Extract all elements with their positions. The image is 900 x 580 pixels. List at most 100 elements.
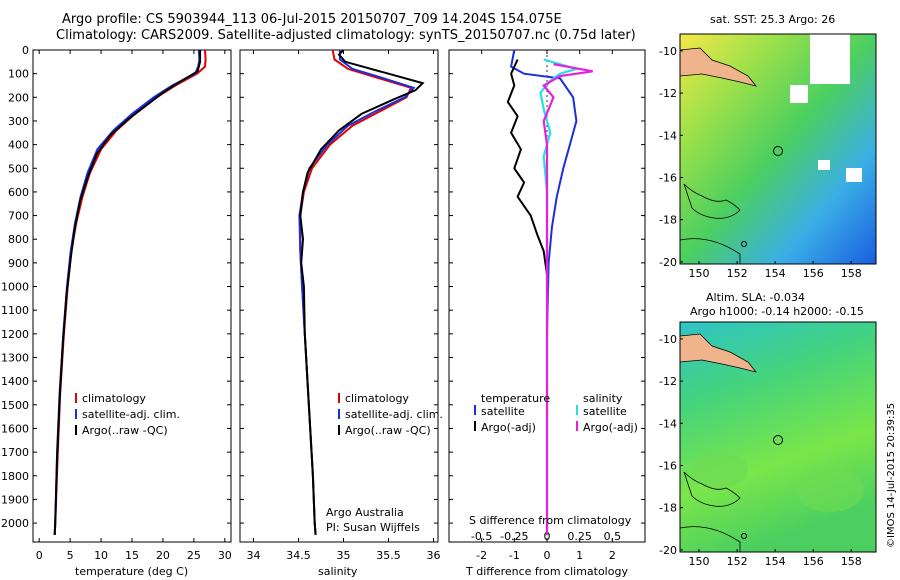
x-tick-label: 30 — [218, 549, 232, 562]
depth-tick-label: 1800 — [1, 470, 29, 483]
sal-legend-clim: climatology — [345, 392, 409, 405]
salinity-panel-frame — [239, 49, 439, 543]
sst-map: sat. SST: 25.3 Argo: 26 150 152 154 156 158 -… — [659, 13, 877, 280]
x-tick-label: 34 — [247, 549, 261, 562]
map-y-tick-label: -20 — [659, 544, 677, 557]
plot-title-line1: Argo profile: CS 5903944_113 06-Jul-2015… — [62, 12, 562, 27]
argo-australia-label: Argo Australia — [326, 506, 404, 519]
sal-legend-argo: Argo(..raw -QC) — [345, 424, 431, 437]
x-tick-label: 2 — [609, 549, 616, 562]
depth-tick-label: 600 — [8, 186, 29, 199]
x-tick-label: -2 — [476, 549, 487, 562]
map-x-tick-label: 158 — [841, 555, 862, 568]
map-y-tick-label: -10 — [659, 45, 677, 58]
depth-tick-label: 0 — [22, 44, 29, 57]
diff-legend-s-sat: satellite — [583, 405, 627, 418]
map-y-tick-label: -16 — [659, 459, 677, 472]
depth-tick-label: 1000 — [1, 281, 29, 294]
depth-tick-label: 400 — [8, 139, 29, 152]
imos-timestamp: ©IMOS 14-Jul-2015 20:39:35 — [886, 403, 897, 548]
depth-tick-label: 2000 — [1, 517, 29, 530]
salinity-axis-label: salinity — [318, 565, 358, 578]
map-x-tick-label: 152 — [727, 267, 748, 280]
series-line-satellite — [539, 58, 581, 535]
depth-tick-label: 1600 — [1, 422, 29, 435]
x-tick-label: 15 — [125, 549, 139, 562]
sla-map: Altim. SLA: -0.034 Argo h1000: -0.14 h20… — [659, 291, 877, 568]
salinity-legend: climatology satellite-adj. clim. Argo(..… — [338, 392, 443, 437]
depth-tick-label: 100 — [8, 68, 29, 81]
map-y-tick-label: -12 — [659, 375, 677, 388]
map-x-tick-label: 152 — [727, 555, 748, 568]
x-tick-label: -1 — [509, 549, 520, 562]
map-y-tick-label: -14 — [659, 417, 677, 430]
map-x-tick-label: 154 — [765, 267, 786, 280]
diff-legend-t-argo: Argo(-adj) — [481, 421, 536, 434]
top-tick-label: 0.5 — [604, 530, 622, 543]
temperature-axis-label: temperature (deg C) — [75, 565, 188, 578]
map-y-tick-label: -12 — [659, 87, 677, 100]
depth-tick-label: 1400 — [1, 375, 29, 388]
s-difference-axis-label: S difference from climatology — [469, 514, 632, 527]
x-tick-label: 34.5 — [286, 549, 311, 562]
top-tick-label: -0.5 — [471, 530, 492, 543]
sst-map-title: sat. SST: 25.3 Argo: 26 — [710, 13, 835, 26]
map-y-tick-label: -18 — [659, 214, 677, 227]
difference-legend: temperature salinity satellite Argo(-adj… — [474, 392, 638, 434]
x-tick-label: 5 — [67, 549, 74, 562]
x-tick-label: 1 — [576, 549, 583, 562]
depth-tick-label: 1500 — [1, 399, 29, 412]
x-tick-label: 10 — [94, 549, 108, 562]
series-line-argorawqc — [299, 49, 425, 535]
x-tick-label: 35.5 — [376, 549, 401, 562]
depth-tick-label: 900 — [8, 257, 29, 270]
x-tick-label: 25 — [187, 549, 201, 562]
x-tick-label: 35 — [337, 549, 351, 562]
depth-tick-label: 1700 — [1, 446, 29, 459]
map-x-tick-label: 150 — [689, 267, 710, 280]
temp-legend-argo: Argo(..raw -QC) — [82, 424, 168, 437]
depth-tick-label: 800 — [8, 233, 29, 246]
depth-tick-label: 700 — [8, 210, 29, 223]
map-x-tick-label: 158 — [841, 267, 862, 280]
sla-float-marker — [773, 435, 783, 445]
x-tick-label: 20 — [156, 549, 170, 562]
map-x-tick-label: 156 — [803, 555, 824, 568]
temp-legend-sat: satellite-adj. clim. — [82, 408, 180, 421]
map-x-tick-label: 150 — [689, 555, 710, 568]
plot-title-line2: Climatology: CARS2009. Satellite-adjuste… — [56, 28, 636, 43]
pi-label: PI: Susan Wijffels — [326, 521, 420, 534]
depth-tick-labels: 0 100 200 300 400 500 600 700 800 900 1000 1100 1200… — [1, 44, 29, 530]
map-y-tick-label: -16 — [659, 171, 677, 184]
map-y-tick-label: -18 — [659, 502, 677, 515]
depth-tick-label: 1300 — [1, 352, 29, 365]
temp-legend-clim: climatology — [82, 392, 146, 405]
series-line-climatology — [53, 49, 207, 535]
temperature-panel-frame — [32, 49, 232, 543]
temperature-plot: 0 5 10 15 20 25 30 — [33, 49, 232, 562]
t-difference-axis-label: T difference from climatology — [465, 565, 628, 578]
diff-legend-salinity-title: salinity — [583, 392, 623, 405]
series-line-satelliteadjclim — [53, 49, 201, 535]
difference-plot: -2 -1 0 1 2 -0.5 -0.25 0 0.25 0.5 — [449, 49, 645, 562]
series-line-argoadj — [506, 59, 548, 535]
sla-map-title-line1: Altim. SLA: -0.034 — [706, 291, 805, 304]
sst-float-marker — [773, 146, 783, 156]
sal-legend-sat: satellite-adj. clim. — [345, 408, 443, 421]
depth-tick-label: 1900 — [1, 493, 29, 506]
sla-map-title-line2: Argo h1000: -0.14 h2000: -0.15 — [690, 305, 864, 318]
map-y-tick-label: -14 — [659, 129, 677, 142]
salinity-plot: 34 34.5 35 35.5 36 — [240, 49, 441, 562]
depth-tick-label: 200 — [8, 91, 29, 104]
top-tick-label: 0 — [544, 530, 551, 543]
depth-tick-label: 1200 — [1, 328, 29, 341]
map-x-tick-label: 154 — [765, 555, 786, 568]
temperature-legend: climatology satellite-adj. clim. Argo(..… — [75, 392, 180, 437]
x-tick-label: 0 — [36, 549, 43, 562]
depth-tick-label: 300 — [8, 115, 29, 128]
map-y-tick-label: -20 — [659, 256, 677, 269]
series-line-argoadj — [542, 63, 593, 535]
diff-legend-s-argo: Argo(-adj) — [583, 421, 638, 434]
diff-legend-t-sat: satellite — [481, 405, 525, 418]
